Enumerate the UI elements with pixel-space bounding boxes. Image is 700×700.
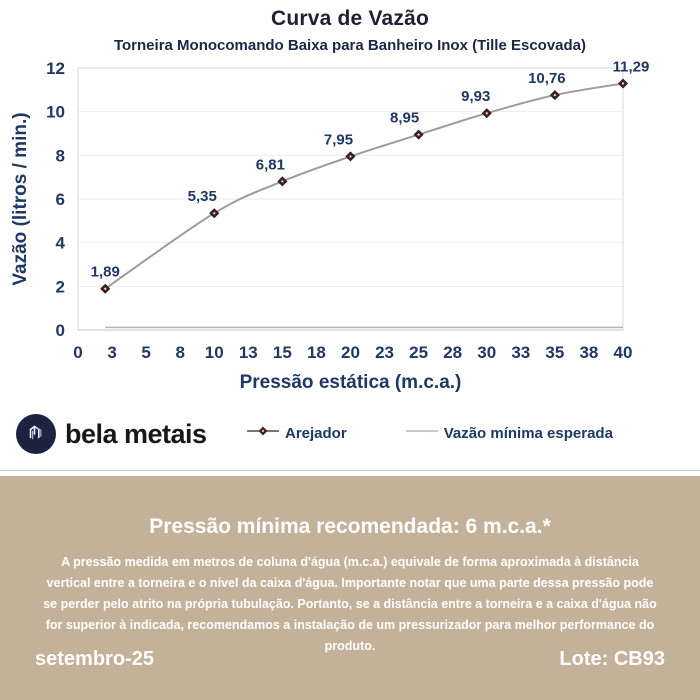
section-divider: [0, 470, 700, 471]
svg-text:20: 20: [341, 343, 360, 362]
svg-text:0: 0: [73, 343, 82, 362]
svg-text:4: 4: [56, 234, 66, 253]
arejador-marker-icon: [246, 424, 280, 442]
svg-text:Pressão estática (m.c.a.): Pressão estática (m.c.a.): [240, 372, 462, 393]
svg-text:35: 35: [545, 343, 564, 362]
panel-footer: setembro-25 Lote: CB93: [35, 648, 665, 671]
info-panel: Pressão mínima recomendada: 6 m.c.a.* A …: [0, 476, 700, 700]
brand-logo-text: bela metais: [65, 418, 207, 449]
svg-text:0: 0: [56, 321, 65, 340]
svg-text:11,29: 11,29: [613, 59, 650, 76]
svg-text:18: 18: [307, 343, 326, 362]
svg-text:13: 13: [239, 343, 258, 362]
chart-legend: Arejador Vazão mínima esperada: [246, 424, 613, 442]
legend-label-vazao-minima: Vazão mínima esperada: [443, 424, 613, 442]
svg-text:10,76: 10,76: [528, 70, 566, 87]
svg-text:30: 30: [477, 343, 496, 362]
svg-text:5: 5: [141, 343, 150, 362]
legend-item-vazao-minima: Vazão mínima esperada: [405, 424, 613, 442]
legend-label-arejador: Arejador: [285, 424, 347, 442]
svg-text:8: 8: [56, 146, 65, 165]
chart-subtitle: Torneira Monocomando Baixa para Banheiro…: [113, 37, 587, 54]
footer-date: setembro-25: [35, 648, 154, 670]
svg-text:23: 23: [375, 343, 394, 362]
svg-text:3: 3: [107, 343, 116, 362]
footer-lot: Lote: CB93: [559, 648, 665, 670]
svg-text:8: 8: [175, 343, 184, 362]
svg-text:7,95: 7,95: [324, 131, 353, 148]
svg-text:6: 6: [56, 190, 65, 209]
brand-logo-circle: [16, 414, 56, 454]
svg-text:6,81: 6,81: [256, 156, 285, 173]
svg-text:25: 25: [409, 343, 428, 362]
brand-logo: bela metais: [16, 414, 207, 454]
svg-text:15: 15: [273, 343, 292, 362]
svg-text:1,89: 1,89: [91, 264, 120, 281]
chart-title: Curva de Vazão: [270, 7, 430, 30]
svg-text:9,93: 9,93: [461, 88, 490, 105]
svg-text:10: 10: [205, 343, 224, 362]
svg-text:38: 38: [579, 343, 598, 362]
svg-text:12: 12: [46, 59, 65, 78]
svg-text:10: 10: [46, 103, 65, 122]
legend-item-arejador: Arejador: [246, 424, 347, 442]
min-flow-line-icon: [405, 424, 439, 442]
svg-text:Vazão (litros / min.): Vazão (litros / min.): [10, 112, 31, 285]
cube-m-icon: [24, 420, 48, 449]
pressure-note-text: A pressão medida em metros de coluna d'á…: [43, 555, 657, 653]
svg-text:40: 40: [614, 343, 633, 362]
svg-text:5,35: 5,35: [188, 188, 217, 205]
min-pressure-heading: Pressão mínima recomendada: 6 m.c.a.*: [149, 515, 551, 538]
svg-text:28: 28: [443, 343, 462, 362]
svg-text:33: 33: [511, 343, 530, 362]
svg-text:8,95: 8,95: [390, 110, 419, 127]
svg-text:2: 2: [56, 277, 65, 296]
